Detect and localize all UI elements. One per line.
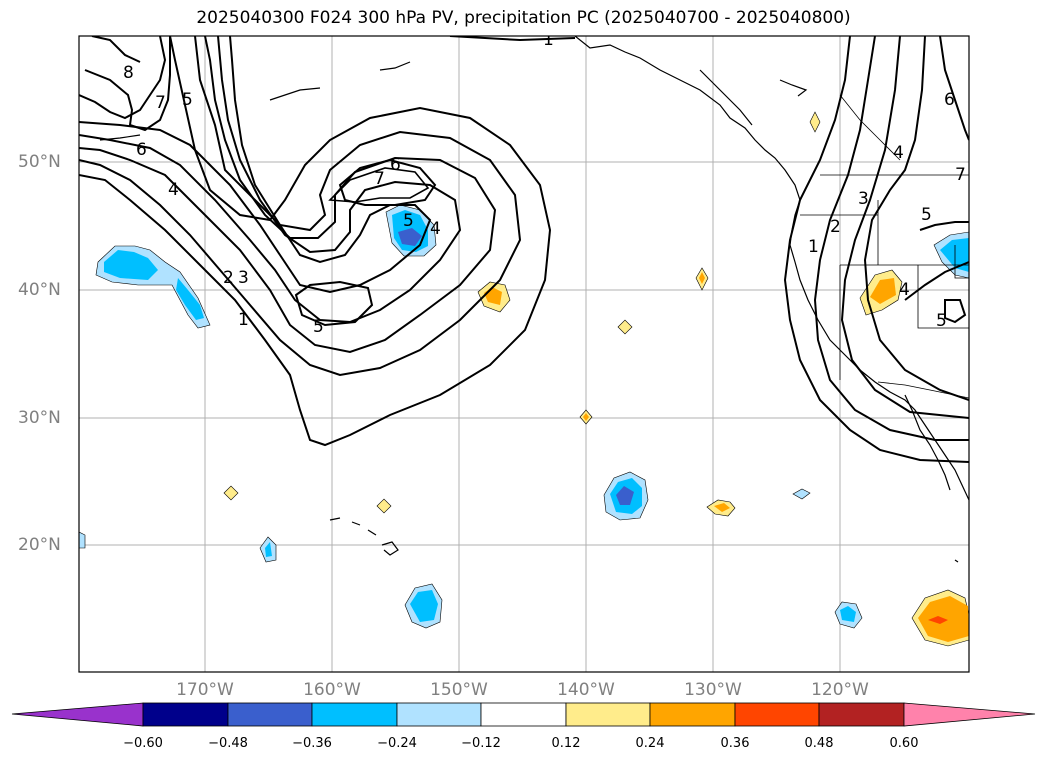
- lat-label: 30°N: [18, 408, 61, 428]
- contour-label: 5: [182, 90, 193, 110]
- lon-label: 120°W: [811, 680, 869, 700]
- gridlines: [79, 36, 969, 672]
- colorbar-segment: [396, 702, 482, 727]
- contour-label: 8: [123, 63, 134, 83]
- colorbar-tick: 0.60: [889, 736, 919, 751]
- colorbar-segment: [818, 702, 905, 727]
- colorbar-segment: [903, 702, 1036, 727]
- lon-label: 140°W: [557, 680, 615, 700]
- lon-label: 150°W: [430, 680, 488, 700]
- political-borders: [800, 94, 969, 399]
- lon-label: 170°W: [176, 680, 234, 700]
- colorbar-tick: −0.60: [123, 736, 163, 751]
- colorbar: [11, 702, 1036, 727]
- colorbar-segment: [565, 702, 651, 727]
- colorbar-tick: 0.36: [720, 736, 750, 751]
- contour-label: 7: [155, 93, 166, 113]
- contour-label: 5: [313, 317, 324, 337]
- contour-labels: 8 7 5 6 4 2 3 1 6 7 5 4 5 1 6 5 4 3 2 1 …: [123, 30, 966, 337]
- lat-label: 40°N: [18, 280, 61, 300]
- contour-label: 4: [893, 143, 904, 163]
- lat-label: 50°N: [18, 152, 61, 172]
- colorbar-tick: 0.12: [551, 736, 581, 751]
- colorbar-tick: −0.24: [377, 736, 417, 751]
- contour-label: 6: [136, 140, 147, 160]
- colorbar-tick: −0.36: [292, 736, 332, 751]
- colorbar-segment: [11, 702, 144, 727]
- contour-label: 1: [543, 30, 554, 50]
- lat-label: 20°N: [18, 535, 61, 555]
- lon-label: 130°W: [684, 680, 742, 700]
- map-title: 2025040300 F024 300 hPa PV, precipitatio…: [196, 8, 851, 28]
- colorbar-tick: −0.48: [208, 736, 248, 751]
- contour-label: 7: [374, 169, 385, 189]
- contour-label: 4: [430, 219, 441, 239]
- colorbar-segment: [734, 702, 820, 727]
- map-frame: [78, 35, 970, 673]
- pv-contours: [79, 36, 969, 463]
- colorbar-segment: [227, 702, 313, 727]
- contour-label: 3: [858, 189, 869, 209]
- colorbar-tick: −0.12: [461, 736, 501, 751]
- contour-label: 2: [830, 217, 841, 237]
- colorbar-tick: 0.24: [635, 736, 665, 751]
- colorbar-segment: [480, 702, 567, 727]
- contour-label: 6: [944, 90, 955, 110]
- contour-label: 2: [223, 268, 234, 288]
- colorbar-segment: [649, 702, 736, 727]
- lon-label: 160°W: [303, 680, 361, 700]
- contour-label: 5: [921, 205, 932, 225]
- contour-label: 4: [899, 280, 910, 300]
- contour-label: 3: [238, 268, 249, 288]
- contour-label: 5: [936, 311, 947, 331]
- colorbar-segment: [311, 702, 398, 727]
- colorbar-segment: [142, 702, 229, 727]
- precip-positive-shading: [223, 111, 969, 647]
- colorbar-tick: 0.48: [804, 736, 834, 751]
- contour-label: 1: [808, 237, 819, 257]
- contour-label: 5: [403, 211, 414, 231]
- contour-label: 6: [390, 155, 401, 175]
- contour-label: 7: [955, 165, 966, 185]
- contour-label: 1: [238, 310, 249, 330]
- contour-label: 4: [168, 180, 179, 200]
- coastlines: [99, 36, 969, 563]
- precip-negative-shading: [79, 204, 969, 629]
